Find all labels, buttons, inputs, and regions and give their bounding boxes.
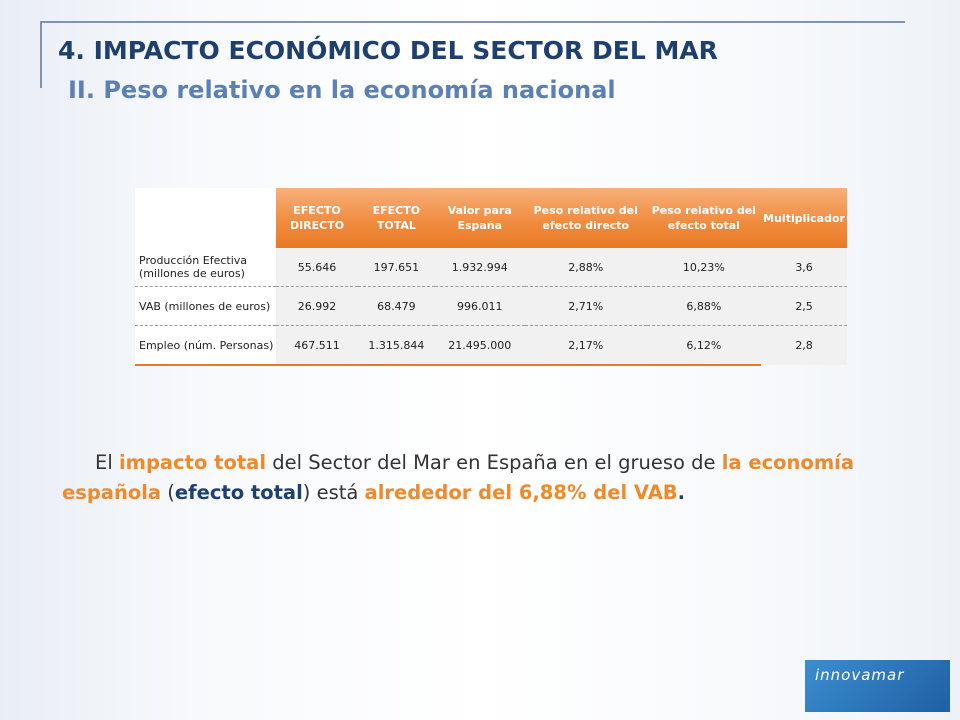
cell: 6,88% bbox=[646, 286, 762, 326]
top-rule bbox=[40, 21, 905, 23]
title: 4. IMPACTO ECONÓMICO DEL SECTOR DEL MAR bbox=[58, 36, 718, 65]
cell: 1.315.844 bbox=[358, 325, 435, 366]
cell: 2,71% bbox=[524, 286, 647, 326]
table-row: Producción Efectiva (millones de euros) 5… bbox=[135, 248, 847, 287]
table-row: Empleo (núm. Personas) 467.511 1.315.844 21… bbox=[135, 325, 847, 366]
cell: 197.651 bbox=[358, 248, 435, 287]
column-header: Valor para España bbox=[434, 188, 525, 248]
cell: 2,17% bbox=[524, 325, 647, 366]
column-header: Peso relativo del efecto total bbox=[646, 188, 762, 248]
text: ( bbox=[161, 481, 175, 504]
corner-cell bbox=[135, 188, 276, 248]
row-label: Producción Efectiva (millones de euros) bbox=[135, 248, 276, 287]
text: El bbox=[95, 451, 119, 474]
text: ) está bbox=[302, 481, 365, 504]
header-row: EFECTO DIRECTO EFECTO TOTAL Valor para Esp… bbox=[135, 188, 847, 248]
highlight: impacto total bbox=[118, 451, 267, 474]
cell: 10,23% bbox=[646, 248, 762, 287]
column-header: EFECTO TOTAL bbox=[358, 188, 435, 248]
cell: 3,6 bbox=[761, 248, 847, 287]
emphasis: efecto total bbox=[174, 481, 303, 504]
cell: 68.479 bbox=[358, 286, 435, 326]
data-table: EFECTO DIRECTO EFECTO TOTAL Valor para Esp… bbox=[135, 188, 847, 366]
row-label: Empleo (núm. Personas) bbox=[135, 325, 276, 366]
cell: 1.932.994 bbox=[434, 248, 525, 287]
cell: 26.992 bbox=[275, 286, 359, 326]
logo: innovamar bbox=[805, 660, 950, 712]
cell: 996.011 bbox=[434, 286, 525, 326]
cell: 55.646 bbox=[275, 248, 359, 287]
column-header: Multiplicador bbox=[761, 188, 847, 248]
highlight: alrededor del 6,88% del VAB bbox=[364, 481, 678, 504]
column-header: EFECTO DIRECTO bbox=[275, 188, 359, 248]
subtitle: II. Peso relativo en la economía naciona… bbox=[68, 76, 616, 104]
cell: 2,8 bbox=[761, 325, 847, 365]
emphasis: . bbox=[677, 481, 686, 504]
cell: 467.511 bbox=[275, 325, 359, 366]
highlight: la economía española bbox=[62, 451, 854, 504]
paragraph: El impacto total del Sector del Mar en E… bbox=[62, 448, 942, 508]
table-row: VAB (millones de euros) 26.992 68.479 996.0… bbox=[135, 286, 847, 326]
cell: 21.495.000 bbox=[434, 325, 525, 366]
table-body: Producción Efectiva (millones de euros) 5… bbox=[135, 248, 847, 366]
cell: 2,88% bbox=[524, 248, 647, 287]
left-rule bbox=[40, 21, 42, 88]
column-header: Peso relativo del efecto directo bbox=[524, 188, 647, 248]
cell: 2,5 bbox=[761, 286, 847, 326]
row-label: VAB (millones de euros) bbox=[135, 286, 276, 326]
text: del Sector del Mar en España en el grues… bbox=[266, 451, 722, 474]
cell: 6,12% bbox=[646, 325, 762, 366]
